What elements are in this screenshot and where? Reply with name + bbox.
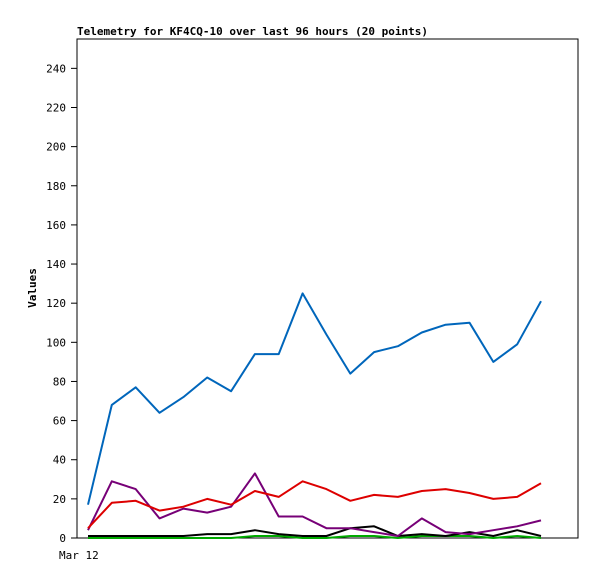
y-axis-label: Values [26, 268, 39, 308]
y-tick-label: 0 [59, 532, 66, 545]
y-tick-label: 200 [46, 141, 66, 154]
y-tick-label: 140 [46, 258, 66, 271]
chart-title: Telemetry for KF4CQ-10 over last 96 hour… [77, 25, 428, 38]
series-line [87, 472, 542, 537]
series-line [88, 525, 542, 537]
y-tick-label: 80 [53, 375, 66, 388]
y-tick-label: 180 [46, 180, 66, 193]
series-group [87, 292, 542, 539]
y-tick-label: 240 [46, 62, 66, 75]
y-tick-label: 160 [46, 219, 66, 232]
series-line [87, 480, 542, 529]
y-tick-label: 60 [53, 415, 66, 428]
x-axis: Mar 12 [59, 549, 99, 562]
series-line [87, 292, 542, 505]
y-tick-label: 120 [46, 297, 66, 310]
x-tick-label: Mar 12 [59, 549, 99, 562]
y-axis: 0 20 40 60 80 100 120 140 160 180 200 220 240 [46, 62, 77, 545]
series-line [88, 535, 542, 539]
y-tick-label: 20 [53, 493, 66, 506]
plot-area [76, 38, 579, 539]
y-tick-label: 40 [53, 454, 66, 467]
y-tick-label: 220 [46, 101, 66, 114]
y-tick-label: 100 [46, 336, 66, 349]
